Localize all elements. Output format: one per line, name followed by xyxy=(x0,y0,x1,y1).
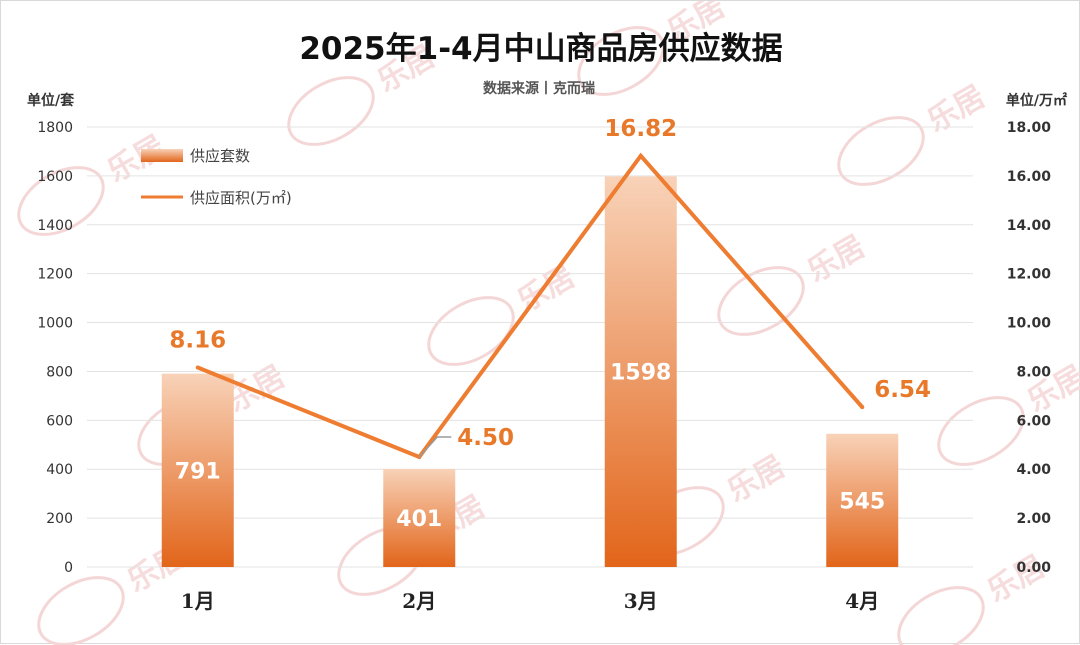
watermark-text: 乐居 xyxy=(801,229,870,289)
bar-label: 545 xyxy=(839,489,885,514)
bar xyxy=(826,433,899,567)
line-label: 4.50 xyxy=(457,425,514,451)
legend-bar-label: 供应套数 xyxy=(190,147,250,165)
left-tick-label: 200 xyxy=(46,511,73,527)
watermark-ring xyxy=(837,116,925,186)
bar-label: 791 xyxy=(175,459,221,484)
right-axis-unit: 单位/万㎡ xyxy=(1006,92,1067,109)
left-tick-label: 400 xyxy=(46,462,73,478)
chart-subtitle: 数据来源丨克而瑞 xyxy=(483,80,595,97)
watermark-logo: 乐居 xyxy=(17,129,171,236)
watermark-text: 乐居 xyxy=(981,549,1050,609)
bar xyxy=(383,468,456,567)
line-label: 8.16 xyxy=(169,328,226,354)
line-point xyxy=(638,153,643,158)
watermark-ring xyxy=(17,166,105,236)
bar xyxy=(604,176,677,567)
left-tick-label: 800 xyxy=(46,364,73,380)
bar-label: 1598 xyxy=(610,361,671,386)
left-tick-label: 0 xyxy=(64,560,73,576)
right-tick-label: 16.00 xyxy=(1007,169,1052,185)
category-labels: 1月 2月 3月 4月 xyxy=(181,589,879,613)
chart-title: 2025年1-4月中山商品房供应数据 xyxy=(299,31,782,67)
right-axis-ticks: 0.00 2.00 4.00 6.00 8.00 10.00 12.00 14.00 16.00… xyxy=(1007,120,1052,576)
line-series xyxy=(195,152,865,460)
right-tick-label: 8.00 xyxy=(1016,364,1051,380)
left-axis-unit: 单位/套 xyxy=(27,92,74,109)
right-tick-label: 6.00 xyxy=(1016,413,1051,429)
line-label: 16.82 xyxy=(604,116,677,142)
right-tick-label: 0.00 xyxy=(1016,560,1051,576)
watermark-logo: 乐居 xyxy=(937,359,1080,466)
bar-series xyxy=(161,176,899,567)
watermark-text: 乐居 xyxy=(721,449,790,509)
line-point xyxy=(860,405,865,410)
bar-labels: 791 401 1598 545 xyxy=(175,361,885,532)
legend-line-label: 供应面积(万㎡) xyxy=(190,189,292,207)
left-tick-label: 1400 xyxy=(37,218,73,234)
category-label: 2月 xyxy=(402,589,436,613)
right-tick-label: 14.00 xyxy=(1007,218,1052,234)
line-labels: 8.16 4.50 16.82 6.54 xyxy=(169,116,931,458)
right-tick-label: 18.00 xyxy=(1007,120,1052,136)
left-tick-label: 600 xyxy=(46,413,73,429)
left-axis-ticks: 0 200 400 600 800 1000 1200 1400 1600 1800 xyxy=(37,120,73,576)
watermark-text: 乐居 xyxy=(921,79,990,139)
right-tick-label: 10.00 xyxy=(1007,316,1052,332)
left-tick-label: 1800 xyxy=(37,120,73,136)
bar-label: 401 xyxy=(396,507,442,532)
line-label: 6.54 xyxy=(874,377,931,403)
watermark-logo: 乐居 xyxy=(897,549,1051,645)
right-tick-label: 2.00 xyxy=(1016,511,1051,527)
line-point xyxy=(195,365,200,370)
left-tick-label: 1600 xyxy=(37,169,73,185)
bar xyxy=(161,373,234,567)
watermark-ring xyxy=(37,576,125,645)
left-tick-label: 1200 xyxy=(37,267,73,283)
watermark-ring xyxy=(427,296,515,366)
right-tick-label: 12.00 xyxy=(1007,267,1052,283)
category-label: 4月 xyxy=(845,589,879,613)
watermark-ring xyxy=(287,76,375,146)
right-tick-label: 4.00 xyxy=(1016,462,1051,478)
watermark-logo: 乐居 xyxy=(837,79,991,186)
category-label: 3月 xyxy=(624,589,658,613)
watermark-ring xyxy=(937,396,1025,466)
legend: 供应套数 供应面积(万㎡) xyxy=(141,147,292,207)
category-label: 1月 xyxy=(181,589,215,613)
left-tick-label: 1000 xyxy=(37,316,73,332)
watermark-text: 乐居 xyxy=(511,259,580,319)
gridlines xyxy=(87,126,973,568)
watermark-ring xyxy=(577,26,665,96)
line-path xyxy=(197,152,864,460)
legend-bar-swatch xyxy=(141,149,183,162)
watermark-ring xyxy=(897,586,985,645)
label-leader-line xyxy=(418,436,452,458)
